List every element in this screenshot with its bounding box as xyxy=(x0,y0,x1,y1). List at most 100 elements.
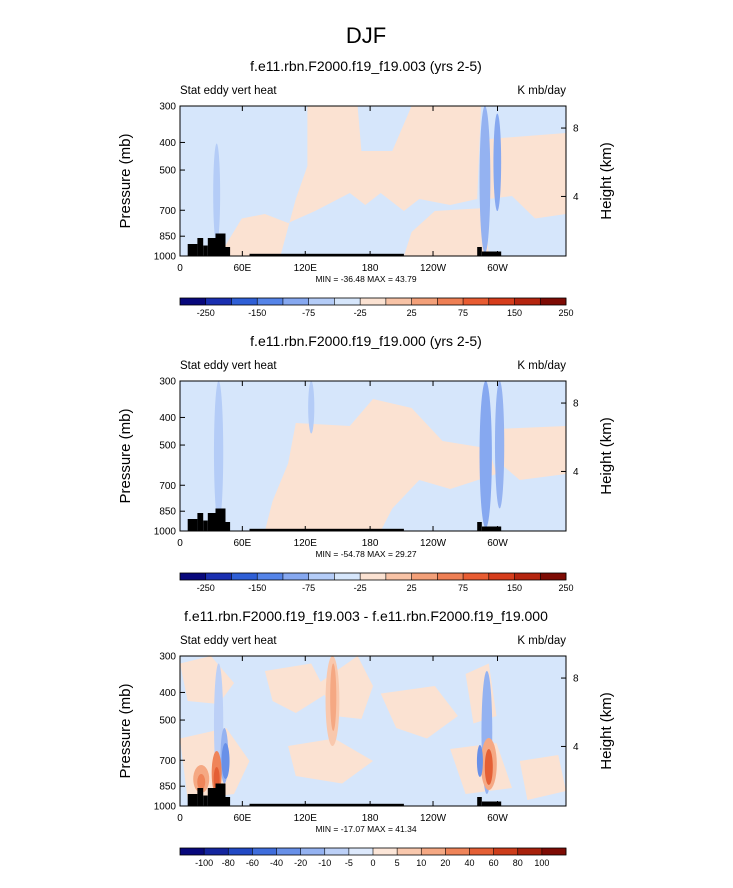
y-tick-label: 400 xyxy=(159,688,176,699)
colorbar-box xyxy=(385,298,412,305)
topography xyxy=(215,508,226,531)
x-tick-label: 60E xyxy=(233,263,251,274)
positive-region xyxy=(218,106,482,256)
colorbar-box xyxy=(252,848,277,855)
y-tick-label: 700 xyxy=(159,756,176,767)
colorbar-label: 150 xyxy=(507,583,522,593)
x-tick-label: 120W xyxy=(420,813,447,824)
y-axis-label: Pressure (mb) xyxy=(117,683,134,778)
y-tick-label: 850 xyxy=(159,507,176,518)
x-tick-label: 120E xyxy=(294,538,318,549)
colorbar-box xyxy=(231,573,258,580)
positive-region xyxy=(288,738,373,784)
x-tick-label: 0 xyxy=(177,263,183,274)
colorbar-box xyxy=(204,848,229,855)
colorbar-box xyxy=(385,573,412,580)
panel-title: f.e11.rbn.F2000.f19_f19.003 (yrs 2-5) xyxy=(250,58,482,74)
colorbar-frame xyxy=(179,572,567,581)
y-axis-label: Pressure (mb) xyxy=(117,408,134,503)
topography xyxy=(481,526,502,531)
right-tick-label: 4 xyxy=(573,742,579,753)
y-tick-label: 300 xyxy=(159,102,176,113)
topography xyxy=(481,251,502,256)
colorbar-box xyxy=(463,573,490,580)
topography xyxy=(187,519,198,531)
colorbar-label: -75 xyxy=(302,308,315,318)
colorbar-label: 250 xyxy=(558,308,573,318)
colorbar-box xyxy=(300,848,326,855)
x-tick-label: 180 xyxy=(362,263,379,274)
colorbar-box xyxy=(334,298,361,305)
colorbar-box xyxy=(437,298,464,305)
y-tick-label: 1000 xyxy=(154,252,177,263)
right-tick-label: 8 xyxy=(573,674,579,685)
colorbar-box xyxy=(360,573,387,580)
topography xyxy=(215,233,226,256)
topography xyxy=(203,520,208,531)
colorbar-label: -40 xyxy=(270,858,283,868)
colorbar-box xyxy=(308,573,335,580)
contour-feature xyxy=(494,381,505,509)
colorbar-box xyxy=(540,298,567,305)
warm-anomaly-core xyxy=(484,749,493,785)
contour-feature xyxy=(479,381,492,528)
cold-anomaly xyxy=(476,745,483,777)
topography xyxy=(249,528,404,532)
colorbar-box xyxy=(517,848,543,855)
left-string: Stat eddy vert heat xyxy=(180,85,277,97)
chart-panel-1: f.e11.rbn.F2000.f19_f19.003 (yrs 2-5) Sta… xyxy=(117,58,615,318)
colorbar-box xyxy=(437,573,464,580)
y-tick-label: 300 xyxy=(159,377,176,388)
topography xyxy=(197,238,204,256)
warm-anomaly-core xyxy=(197,774,206,790)
colorbar-box xyxy=(541,848,567,855)
colorbar-box xyxy=(282,298,310,305)
colorbar-label: -10 xyxy=(318,858,331,868)
left-string: Stat eddy vert heat xyxy=(180,635,277,647)
topography xyxy=(225,797,231,806)
positive-region xyxy=(496,426,566,480)
y-tick-label: 500 xyxy=(159,716,176,727)
positive-region xyxy=(403,208,489,256)
colorbar-box xyxy=(373,848,398,855)
y-tick-label: 700 xyxy=(159,481,176,492)
colorbar-box xyxy=(488,298,515,305)
colorbar-box xyxy=(411,298,438,305)
positive-region xyxy=(264,663,327,713)
contour-feature xyxy=(479,106,491,253)
chart-panel-3: f.e11.rbn.F2000.f19_f19.003 - f.e11.rbn.… xyxy=(117,608,615,868)
right-string: K mb/day xyxy=(517,635,566,647)
colorbar-label: -80 xyxy=(222,858,235,868)
colorbar-box xyxy=(180,298,207,305)
x-tick-label: 0 xyxy=(177,813,183,824)
positive-region xyxy=(380,686,458,739)
colorbar-label: -25 xyxy=(354,583,367,593)
colorbar-label: 40 xyxy=(464,858,474,868)
colorbar-label: -150 xyxy=(248,308,266,318)
min-max-label: MIN = -54.78 MAX = 29.27 xyxy=(315,549,416,559)
topography xyxy=(249,253,404,257)
x-tick-label: 120E xyxy=(294,813,318,824)
colorbar-label: -60 xyxy=(246,858,259,868)
colorbar-label: 60 xyxy=(489,858,499,868)
topography xyxy=(203,795,208,806)
left-string: Stat eddy vert heat xyxy=(180,360,277,372)
x-tick-label: 60W xyxy=(487,813,508,824)
colorbar-label: 150 xyxy=(507,308,522,318)
colorbar-box xyxy=(488,573,515,580)
y-tick-label: 1000 xyxy=(154,802,177,813)
colorbar-box xyxy=(231,298,258,305)
right-string: K mb/day xyxy=(517,85,566,97)
colorbar-box xyxy=(514,298,541,305)
topography xyxy=(207,513,216,531)
colorbar-label: 75 xyxy=(458,583,468,593)
topography xyxy=(249,803,404,807)
plot-frame xyxy=(179,105,567,257)
colorbar-box xyxy=(308,298,335,305)
topography xyxy=(481,801,502,806)
positive-region xyxy=(519,755,566,800)
y-tick-label: 500 xyxy=(159,166,176,177)
colorbar-label: -250 xyxy=(197,583,215,593)
x-tick-label: 60E xyxy=(233,813,251,824)
